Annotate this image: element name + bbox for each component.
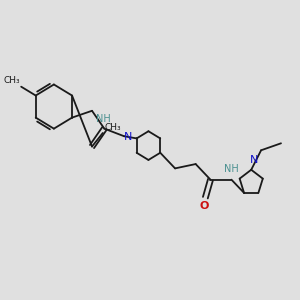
Text: O: O <box>199 201 208 211</box>
Text: CH₃: CH₃ <box>3 76 20 85</box>
Text: NH: NH <box>224 164 239 174</box>
Text: N: N <box>250 155 258 165</box>
Text: N: N <box>124 132 132 142</box>
Text: NH: NH <box>96 114 111 124</box>
Text: CH₃: CH₃ <box>104 122 121 131</box>
